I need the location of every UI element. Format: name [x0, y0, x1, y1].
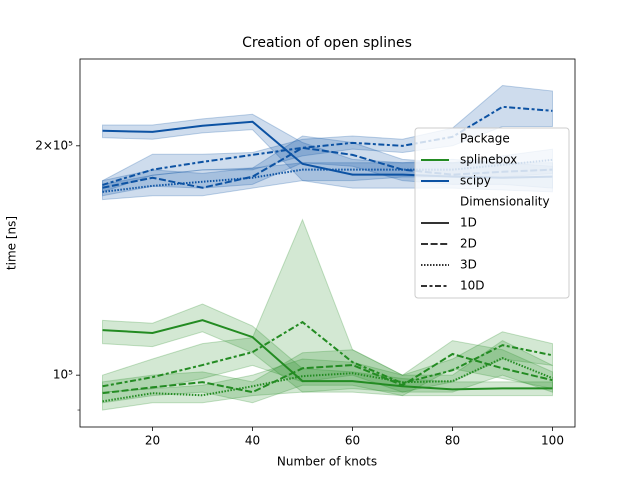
- legend-label: 3D: [460, 258, 477, 272]
- y-tick-label: 2×10⁵: [35, 138, 73, 152]
- x-tick-label: 100: [541, 434, 564, 448]
- series-line: [102, 105, 553, 186]
- x-axis-label: Number of knots: [277, 455, 377, 469]
- x-tick-label: 40: [245, 434, 260, 448]
- legend-label: 10D: [460, 279, 485, 293]
- y-tick-label: 10⁵: [53, 368, 73, 382]
- plot-frame: [79, 58, 576, 428]
- confidence-band: [102, 303, 553, 397]
- series-line: [102, 352, 553, 395]
- chart-title: Creation of open splines: [242, 35, 412, 51]
- series-line: [102, 356, 553, 403]
- series-line: [102, 320, 553, 388]
- legend-title: Package: [460, 132, 510, 146]
- legend-title: Dimensionality: [460, 195, 550, 209]
- confidence-band: [102, 84, 553, 193]
- x-tick-label: 80: [445, 434, 460, 448]
- legend-box: [414, 127, 570, 299]
- series-line: [102, 319, 553, 391]
- x-tick-label: 20: [145, 434, 160, 448]
- legend-label: 1D: [460, 216, 477, 230]
- y-axis-label: time [ns]: [5, 216, 19, 270]
- legend-label: scipy: [460, 174, 491, 188]
- confidence-band: [102, 340, 553, 411]
- confidence-band: [102, 218, 553, 393]
- legend-label: splinebox: [460, 153, 517, 167]
- legend-label: 2D: [460, 237, 477, 251]
- x-tick-label: 60: [345, 434, 360, 448]
